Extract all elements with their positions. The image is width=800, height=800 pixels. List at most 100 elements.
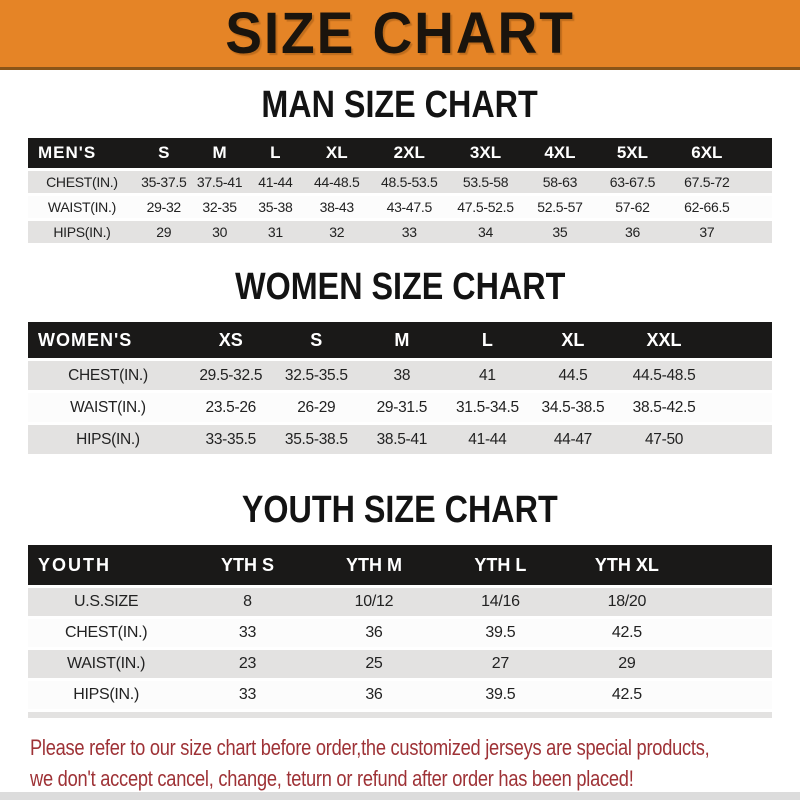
men-col-header: S: [135, 138, 192, 168]
row-label: HIPS(IN.): [28, 681, 185, 709]
women-size-table: WOMEN'S XS S M L XL XXL CHEST(IN.) 29.5-…: [28, 319, 772, 457]
cell: 37.5-41: [191, 171, 248, 193]
cell: 47.5-52.5: [448, 196, 523, 218]
youth-hips-row: HIPS(IN.) 33 36 39.5 42.5: [28, 681, 772, 709]
cell: 31: [247, 221, 304, 243]
cell: 44-48.5: [303, 171, 371, 193]
spacer-cell: [712, 393, 772, 422]
women-waist-row: WAIST(IN.) 23.5-26 26-29 29-31.5 31.5-34…: [28, 393, 772, 422]
cell: 44.5: [530, 361, 616, 390]
women-col-header: XS: [187, 322, 274, 358]
cell: 10/12: [310, 588, 438, 616]
cell: 23.5-26: [187, 393, 274, 422]
disclaimer: Please refer to our size chart before or…: [30, 732, 800, 794]
cell: 29-32: [135, 196, 192, 218]
youth-section-title-wrap: YOUTH SIZE CHART: [0, 489, 800, 532]
spacer-cell: [690, 619, 772, 647]
cell: 33: [184, 681, 311, 709]
men-col-header: 4XL: [522, 138, 598, 168]
cell: 41-44: [247, 171, 304, 193]
cell: 35-38: [247, 196, 304, 218]
youth-table-bottom-stripe: [28, 712, 772, 718]
cell: 52.5-57: [522, 196, 598, 218]
spacer-cell: [745, 196, 772, 218]
cell: 36: [310, 619, 438, 647]
men-size-table: MEN'S S M L XL 2XL 3XL 4XL 5XL 6XL CHEST…: [28, 135, 772, 246]
cell: 38: [359, 361, 445, 390]
men-col-header: L: [247, 138, 304, 168]
cell: 62-66.5: [667, 196, 746, 218]
cell: 29: [135, 221, 192, 243]
men-hips-row: HIPS(IN.) 29 30 31 32 33 34 35 36 37: [28, 221, 772, 243]
man-section-title: MAN SIZE CHART: [261, 84, 539, 126]
women-col-header: XXL: [615, 322, 713, 358]
row-label: U.S.SIZE: [28, 588, 185, 616]
cell: 44-47: [530, 425, 616, 454]
women-col-header: XL: [530, 322, 616, 358]
cell: 35-37.5: [135, 171, 192, 193]
cell: 26-29: [273, 393, 360, 422]
spacer-cell: [712, 425, 772, 454]
women-col-header: S: [273, 322, 360, 358]
row-label: HIPS(IN.): [28, 425, 188, 454]
cell: 42.5: [563, 619, 691, 647]
men-col-header: 3XL: [448, 138, 523, 168]
youth-section-title: YOUTH SIZE CHART: [242, 489, 558, 531]
cell: 41: [444, 361, 531, 390]
women-section-title: WOMEN SIZE CHART: [234, 266, 566, 308]
row-label: WAIST(IN.): [28, 650, 185, 678]
cell: 42.5: [563, 681, 691, 709]
disclaimer-line-1: Please refer to our size chart before or…: [30, 735, 710, 760]
cell: 31.5-34.5: [444, 393, 531, 422]
youth-size-table: YOUTH YTH S YTH M YTH L YTH XL U.S.SIZE …: [28, 542, 772, 712]
women-hips-row: HIPS(IN.) 33-35.5 35.5-38.5 38.5-41 41-4…: [28, 425, 772, 454]
bottom-edge-stripe: [0, 792, 800, 800]
spacer-cell: [690, 681, 772, 709]
cell: 23: [184, 650, 311, 678]
cell: 30: [191, 221, 248, 243]
women-col-header: M: [359, 322, 445, 358]
cell: 32-35: [191, 196, 248, 218]
spacer-cell: [690, 650, 772, 678]
youth-col-header: YTH XL: [563, 545, 691, 585]
cell: 33-35.5: [187, 425, 274, 454]
cell: 38.5-42.5: [615, 393, 713, 422]
men-col-header: XL: [303, 138, 371, 168]
cell: 18/20: [563, 588, 691, 616]
cell: 29: [563, 650, 691, 678]
cell: 34: [448, 221, 523, 243]
cell: 25: [310, 650, 438, 678]
youth-waist-row: WAIST(IN.) 23 25 27 29: [28, 650, 772, 678]
cell: 41-44: [444, 425, 531, 454]
women-header-row: WOMEN'S XS S M L XL XXL: [28, 322, 772, 358]
cell: 38.5-41: [359, 425, 445, 454]
cell: 36: [310, 681, 438, 709]
women-table-label: WOMEN'S: [28, 322, 188, 358]
cell: 43-47.5: [370, 196, 449, 218]
row-label: HIPS(IN.): [28, 221, 136, 243]
cell: 29-31.5: [359, 393, 445, 422]
cell: 39.5: [437, 619, 564, 647]
cell: 63-67.5: [597, 171, 668, 193]
cell: 37: [667, 221, 746, 243]
men-chest-row: CHEST(IN.) 35-37.5 37.5-41 41-44 44-48.5…: [28, 171, 772, 193]
size-chart-banner: SIZE CHART: [0, 0, 800, 70]
cell: 58-63: [522, 171, 598, 193]
man-section-title-wrap: MAN SIZE CHART: [0, 84, 800, 127]
men-header-row: MEN'S S M L XL 2XL 3XL 4XL 5XL 6XL: [28, 138, 772, 168]
disclaimer-line-2: we don't accept cancel, change, teturn o…: [30, 766, 634, 791]
cell: 48.5-53.5: [370, 171, 449, 193]
cell: 27: [437, 650, 564, 678]
cell: 8: [184, 588, 311, 616]
cell: 33: [184, 619, 311, 647]
youth-ussize-row: U.S.SIZE 8 10/12 14/16 18/20: [28, 588, 772, 616]
men-col-header: M: [191, 138, 248, 168]
men-table-label: MEN'S: [28, 138, 136, 168]
youth-col-header: YTH M: [310, 545, 438, 585]
row-label: WAIST(IN.): [28, 196, 136, 218]
cell: 35: [522, 221, 598, 243]
spacer-cell: [745, 221, 772, 243]
spacer-cell: [745, 171, 772, 193]
cell: 38-43: [303, 196, 371, 218]
youth-chest-row: CHEST(IN.) 33 36 39.5 42.5: [28, 619, 772, 647]
